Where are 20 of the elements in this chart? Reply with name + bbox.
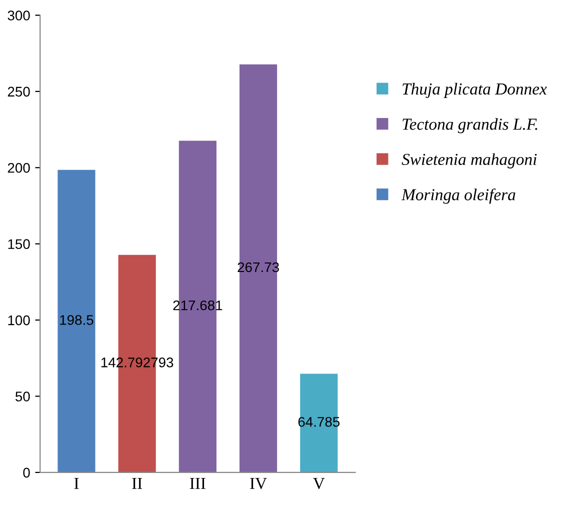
y-tick-label: 300 <box>8 10 30 20</box>
x-tick-label: IV <box>250 478 267 490</box>
y-tick-label: 0 <box>23 468 30 478</box>
x-tick-label: III <box>190 478 206 489</box>
x-tick-label: V <box>313 478 325 490</box>
bar <box>58 170 96 472</box>
y-tick-label: 50 <box>15 392 30 402</box>
bar <box>300 374 338 472</box>
x-tick-label: II <box>132 478 142 489</box>
legend-label: Tectona grandis L.F. <box>402 118 538 134</box>
y-tick-label: 100 <box>8 315 30 326</box>
y-tick-label: 200 <box>8 162 30 173</box>
bar <box>240 64 278 472</box>
legend-label: Moringa oleifera <box>401 188 516 204</box>
legend-label: Thuja plicata Donnex <box>402 82 547 98</box>
x-tick-label: I <box>74 478 79 489</box>
legend-label: Swietenia mahagoni <box>402 153 537 168</box>
y-tick-label: 150 <box>8 239 30 250</box>
y-tick-label: 250 <box>8 86 30 97</box>
data-label: 198.5 <box>60 315 94 325</box>
